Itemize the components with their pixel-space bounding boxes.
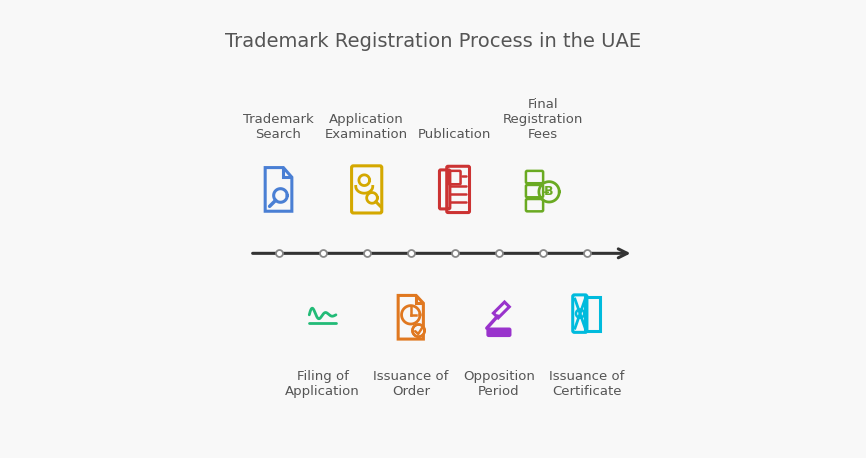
Circle shape: [412, 325, 424, 337]
Text: Issuance of
Certificate: Issuance of Certificate: [549, 370, 624, 398]
Text: Final
Registration
Fees: Final Registration Fees: [503, 98, 583, 141]
Text: Application
Examination: Application Examination: [325, 113, 408, 141]
FancyBboxPatch shape: [488, 328, 510, 336]
Text: Publication: Publication: [418, 128, 492, 141]
Text: Opposition
Period: Opposition Period: [463, 370, 535, 398]
Text: Issuance of
Order: Issuance of Order: [373, 370, 449, 398]
Text: Trademark
Search: Trademark Search: [243, 113, 313, 141]
Text: Ƀ: Ƀ: [545, 185, 554, 198]
Text: Filing of
Application: Filing of Application: [285, 370, 360, 398]
Text: Trademark Registration Process in the UAE: Trademark Registration Process in the UA…: [225, 32, 641, 51]
